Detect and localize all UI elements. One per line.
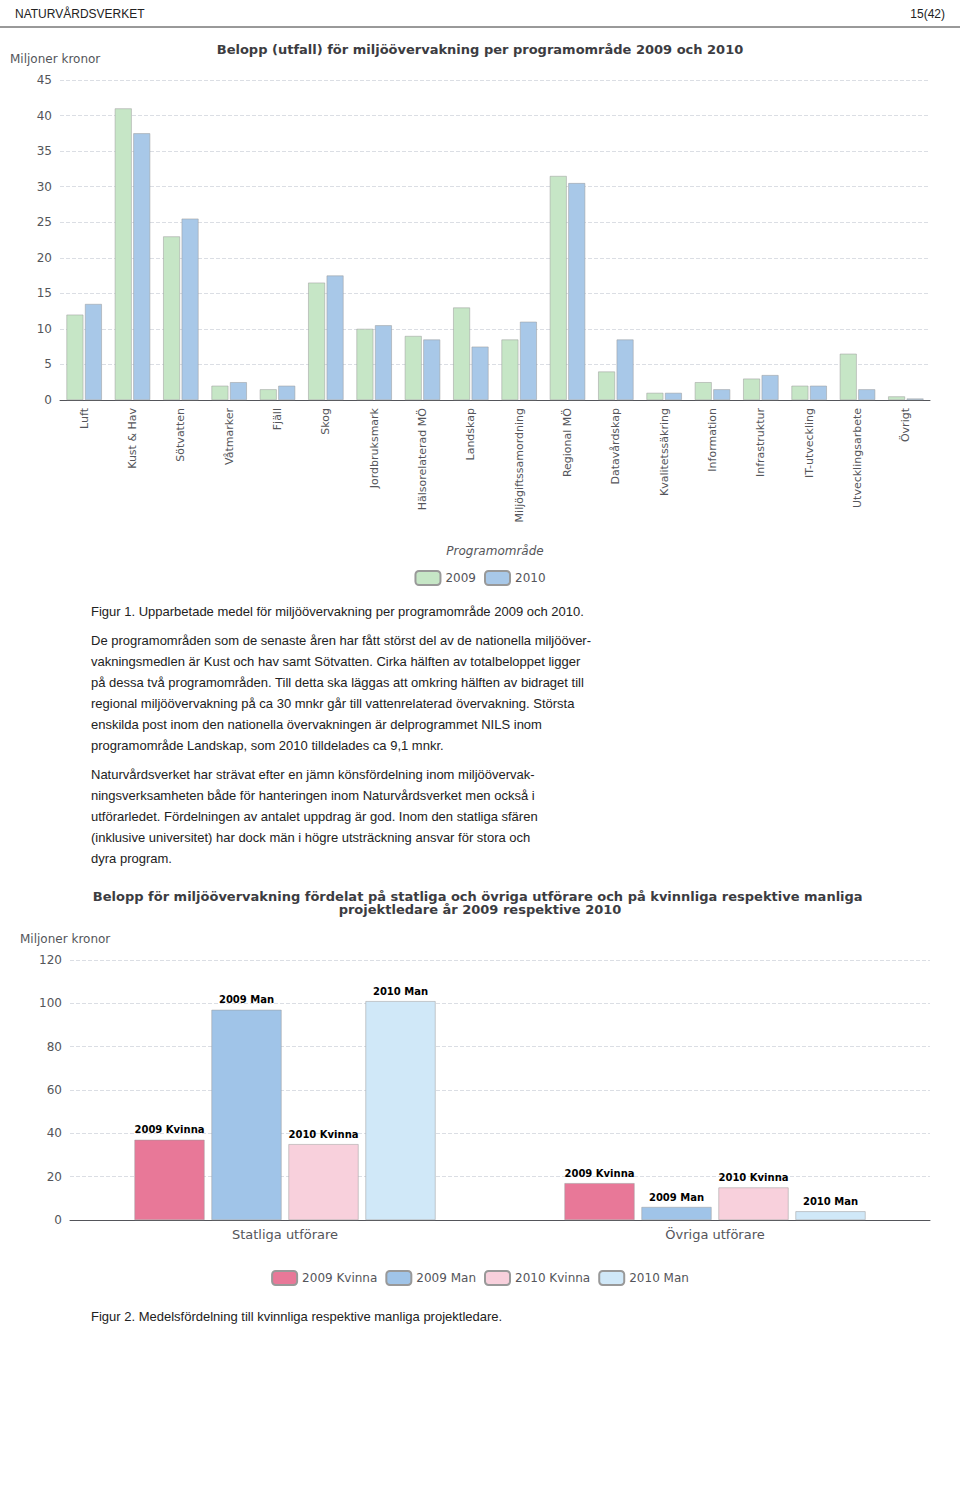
- svg-text:2010: 2010: [515, 571, 546, 585]
- svg-text:15(42): 15(42): [910, 7, 945, 21]
- svg-text:2010 Man: 2010 Man: [803, 1196, 858, 1207]
- svg-text:Miljögiftssamordning: Miljögiftssamordning: [513, 408, 526, 522]
- svg-text:Figur 1. Upparbetade medel för: Figur 1. Upparbetade medel för miljööver…: [91, 604, 584, 619]
- svg-text:10: 10: [37, 322, 52, 336]
- svg-text:100: 100: [39, 996, 62, 1010]
- svg-text:20: 20: [37, 251, 52, 265]
- svg-text:5: 5: [44, 357, 52, 371]
- svg-text:60: 60: [47, 1083, 62, 1097]
- svg-text:2010 Man: 2010 Man: [629, 1271, 689, 1285]
- svg-text:Belopp för miljöövervakning fö: Belopp för miljöövervakning fördelat på …: [92, 889, 868, 904]
- svg-text:2009 Kvinna: 2009 Kvinna: [135, 1124, 205, 1135]
- svg-text:Luft: Luft: [78, 407, 91, 429]
- svg-text:20: 20: [47, 1170, 62, 1184]
- svg-text:Skog: Skog: [319, 408, 332, 435]
- svg-text:Sötvatten: Sötvatten: [174, 408, 187, 462]
- svg-text:Landskap: Landskap: [464, 408, 477, 460]
- svg-text:2009 Kvinna: 2009 Kvinna: [565, 1168, 635, 1179]
- svg-text:2010 Man: 2010 Man: [373, 986, 428, 997]
- svg-text:Figur 2. Medelsfördelning till: Figur 2. Medelsfördelning till kvinnliga…: [91, 1309, 502, 1324]
- svg-text:Regional MÖ: Regional MÖ: [561, 408, 574, 477]
- svg-text:Utvecklingsarbete: Utvecklingsarbete: [851, 408, 864, 508]
- svg-text:0: 0: [44, 393, 52, 407]
- svg-text:2009: 2009: [445, 571, 476, 585]
- svg-text:programområde Landskap, som 20: programområde Landskap, som 2010 tilldel…: [91, 738, 444, 753]
- svg-text:Datavårdskap: Datavårdskap: [609, 408, 622, 484]
- svg-text:Infrastruktur: Infrastruktur: [754, 408, 767, 478]
- svg-text:NATURVÅRDSVERKET: NATURVÅRDSVERKET: [15, 6, 145, 21]
- svg-text:Kvalitetssäkring: Kvalitetssäkring: [658, 408, 671, 496]
- svg-text:2010 Kvinna: 2010 Kvinna: [289, 1129, 359, 1140]
- svg-text:ningsverksamheten både för han: ningsverksamheten både för hanteringen i…: [91, 788, 535, 803]
- svg-text:40: 40: [47, 1126, 62, 1140]
- svg-text:30: 30: [37, 180, 52, 194]
- svg-text:Programområde: Programområde: [446, 544, 543, 558]
- svg-text:120: 120: [39, 953, 62, 967]
- svg-text:2010 Kvinna: 2010 Kvinna: [719, 1172, 789, 1183]
- svg-text:0: 0: [54, 1213, 62, 1227]
- svg-text:Fjäll: Fjäll: [271, 408, 284, 430]
- svg-text:45: 45: [37, 73, 52, 87]
- svg-text:Statliga utförare: Statliga utförare: [232, 1227, 338, 1242]
- svg-text:2009 Kvinna: 2009 Kvinna: [302, 1271, 377, 1285]
- svg-text:15: 15: [37, 286, 52, 300]
- svg-text:Belopp (utfall) för miljööverv: Belopp (utfall) för miljöövervakning per…: [217, 42, 744, 57]
- svg-text:Miljoner kronor: Miljoner kronor: [10, 52, 100, 66]
- svg-text:25: 25: [37, 215, 52, 229]
- svg-text:regional miljöövervakning på c: regional miljöövervakning på ca 30 mnkr …: [91, 696, 575, 711]
- svg-text:Våtmarker: Våtmarker: [223, 408, 236, 465]
- svg-text:Jordbruksmark: Jordbruksmark: [368, 407, 381, 489]
- svg-text:enskilda post inom den natione: enskilda post inom den nationella överva…: [91, 717, 542, 732]
- svg-text:Övriga utförare: Övriga utförare: [665, 1226, 764, 1242]
- svg-text:40: 40: [37, 109, 52, 123]
- svg-text:på dessa två programområden. T: på dessa två programområden. Till detta …: [91, 675, 584, 690]
- svg-text:Miljoner kronor: Miljoner kronor: [20, 932, 110, 946]
- svg-text:2009 Man: 2009 Man: [649, 1192, 704, 1203]
- svg-text:dyra program.: dyra program.: [91, 851, 172, 866]
- svg-text:2009 Man: 2009 Man: [416, 1271, 476, 1285]
- svg-text:35: 35: [37, 144, 52, 158]
- svg-text:80: 80: [47, 1040, 62, 1054]
- svg-text:Kust & Hav: Kust & Hav: [126, 408, 139, 469]
- svg-text:(inklusive universitet) har do: (inklusive universitet) har dock män i h…: [91, 830, 530, 845]
- svg-text:2009 Man: 2009 Man: [219, 994, 274, 1005]
- svg-text:2010 Kvinna: 2010 Kvinna: [515, 1271, 590, 1285]
- svg-text:Information: Information: [706, 408, 719, 472]
- svg-text:Naturvårdsverket har strävat e: Naturvårdsverket har strävat efter en jä…: [91, 767, 535, 782]
- svg-text:utförarledet. Fördelningen av: utförarledet. Fördelningen av antalet up…: [91, 809, 538, 824]
- svg-text:Övrigt: Övrigt: [899, 407, 912, 442]
- svg-text:Hälsorelaterad MÖ: Hälsorelaterad MÖ: [416, 408, 429, 511]
- svg-text:IT-utveckling: IT-utveckling: [803, 408, 816, 478]
- svg-text:projektledare år 2009 respekti: projektledare år 2009 respektive 2010: [339, 902, 622, 917]
- svg-text:De programområden som de senas: De programområden som de senaste åren ha…: [91, 633, 591, 648]
- svg-text:vakningsmedlen är Kust och hav: vakningsmedlen är Kust och hav samt Sötv…: [91, 654, 581, 669]
